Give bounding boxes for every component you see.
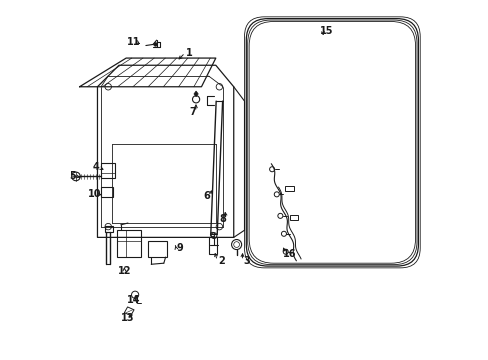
Text: 11: 11 <box>126 37 140 47</box>
Bar <box>117 230 140 257</box>
Text: 13: 13 <box>121 313 134 323</box>
Text: 16: 16 <box>282 248 295 258</box>
Text: 3: 3 <box>243 256 249 266</box>
Circle shape <box>153 42 157 46</box>
Polygon shape <box>194 91 198 97</box>
Text: 4: 4 <box>92 162 99 172</box>
Text: 7: 7 <box>189 107 196 117</box>
Bar <box>147 241 167 257</box>
Bar <box>208 237 216 253</box>
Bar <box>104 226 112 232</box>
Text: 10: 10 <box>88 189 101 199</box>
Text: 1: 1 <box>185 48 192 58</box>
Bar <box>289 215 298 220</box>
Text: 9: 9 <box>176 243 183 253</box>
Text: 8: 8 <box>219 215 226 224</box>
Text: 5: 5 <box>70 171 76 181</box>
Bar <box>101 163 115 178</box>
Text: 14: 14 <box>126 295 140 305</box>
Text: 6: 6 <box>203 191 210 201</box>
Text: 15: 15 <box>320 26 333 36</box>
Text: 12: 12 <box>118 266 131 276</box>
Text: 2: 2 <box>217 256 224 266</box>
Bar <box>285 186 293 192</box>
Bar <box>101 187 112 197</box>
